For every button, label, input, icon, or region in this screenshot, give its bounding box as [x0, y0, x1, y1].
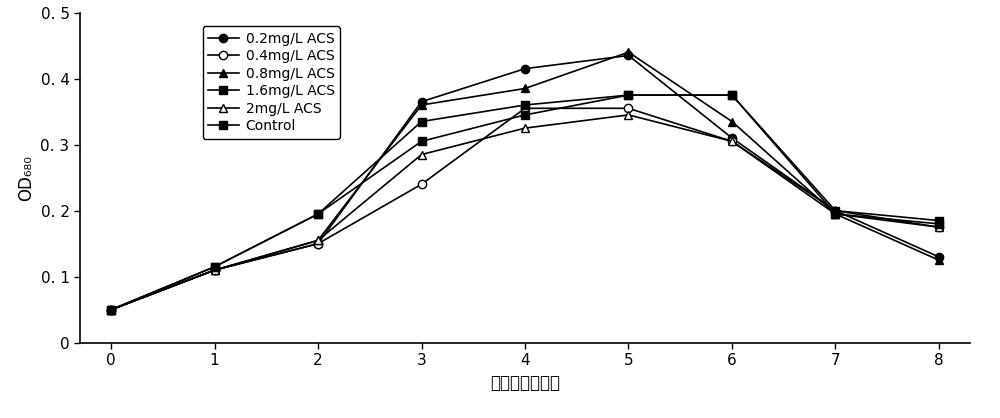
X-axis label: 处理时间（天）: 处理时间（天） [490, 374, 560, 392]
Legend: 0.2mg/L ACS, 0.4mg/L ACS, 0.8mg/L ACS, 1.6mg/L ACS, 2mg/L ACS, Control: 0.2mg/L ACS, 0.4mg/L ACS, 0.8mg/L ACS, 1… [203, 26, 340, 138]
0.4mg/L ACS [933, 225, 945, 230]
0.8mg/L ACS [209, 268, 221, 273]
Line: 2mg/L ACS: 2mg/L ACS [107, 111, 943, 314]
0.8mg/L ACS [622, 50, 634, 55]
0.8mg/L ACS [519, 86, 531, 91]
0.2mg/L ACS [416, 99, 428, 104]
Line: 0.8mg/L ACS: 0.8mg/L ACS [107, 48, 943, 314]
1.6mg/L ACS [622, 93, 634, 98]
1.6mg/L ACS [933, 218, 945, 223]
0.4mg/L ACS [829, 208, 841, 213]
0.4mg/L ACS [519, 106, 531, 111]
Control [933, 222, 945, 227]
Control [519, 112, 531, 117]
0.2mg/L ACS [312, 241, 324, 246]
0.4mg/L ACS [416, 182, 428, 187]
0.2mg/L ACS [209, 268, 221, 273]
0.2mg/L ACS [519, 66, 531, 71]
1.6mg/L ACS [209, 264, 221, 269]
Line: 1.6mg/L ACS: 1.6mg/L ACS [107, 91, 943, 314]
Control [416, 139, 428, 144]
0.4mg/L ACS [726, 139, 738, 144]
0.4mg/L ACS [622, 106, 634, 111]
Control [105, 307, 117, 312]
2mg/L ACS [829, 212, 841, 217]
0.2mg/L ACS [622, 53, 634, 58]
1.6mg/L ACS [519, 102, 531, 107]
0.2mg/L ACS [933, 255, 945, 260]
0.8mg/L ACS [726, 119, 738, 124]
1.6mg/L ACS [829, 208, 841, 213]
0.4mg/L ACS [209, 268, 221, 273]
0.4mg/L ACS [312, 241, 324, 246]
Control [622, 93, 634, 98]
0.2mg/L ACS [726, 135, 738, 140]
Control [829, 212, 841, 217]
0.8mg/L ACS [312, 238, 324, 243]
Control [726, 93, 738, 98]
Control [209, 264, 221, 269]
0.8mg/L ACS [933, 257, 945, 263]
0.2mg/L ACS [105, 307, 117, 312]
Y-axis label: OD₆₈₀: OD₆₈₀ [17, 155, 35, 201]
Line: Control: Control [107, 91, 943, 314]
1.6mg/L ACS [416, 119, 428, 124]
0.4mg/L ACS [105, 307, 117, 312]
Line: 0.2mg/L ACS: 0.2mg/L ACS [107, 51, 943, 314]
2mg/L ACS [209, 268, 221, 273]
Control [312, 212, 324, 217]
0.8mg/L ACS [105, 307, 117, 312]
1.6mg/L ACS [726, 93, 738, 98]
2mg/L ACS [933, 225, 945, 230]
2mg/L ACS [622, 112, 634, 117]
2mg/L ACS [312, 238, 324, 243]
1.6mg/L ACS [105, 307, 117, 312]
2mg/L ACS [519, 125, 531, 130]
2mg/L ACS [105, 307, 117, 312]
Line: 0.4mg/L ACS: 0.4mg/L ACS [107, 104, 943, 314]
2mg/L ACS [726, 139, 738, 144]
2mg/L ACS [416, 152, 428, 157]
0.8mg/L ACS [416, 102, 428, 107]
0.8mg/L ACS [829, 212, 841, 217]
0.2mg/L ACS [829, 208, 841, 213]
1.6mg/L ACS [312, 212, 324, 217]
